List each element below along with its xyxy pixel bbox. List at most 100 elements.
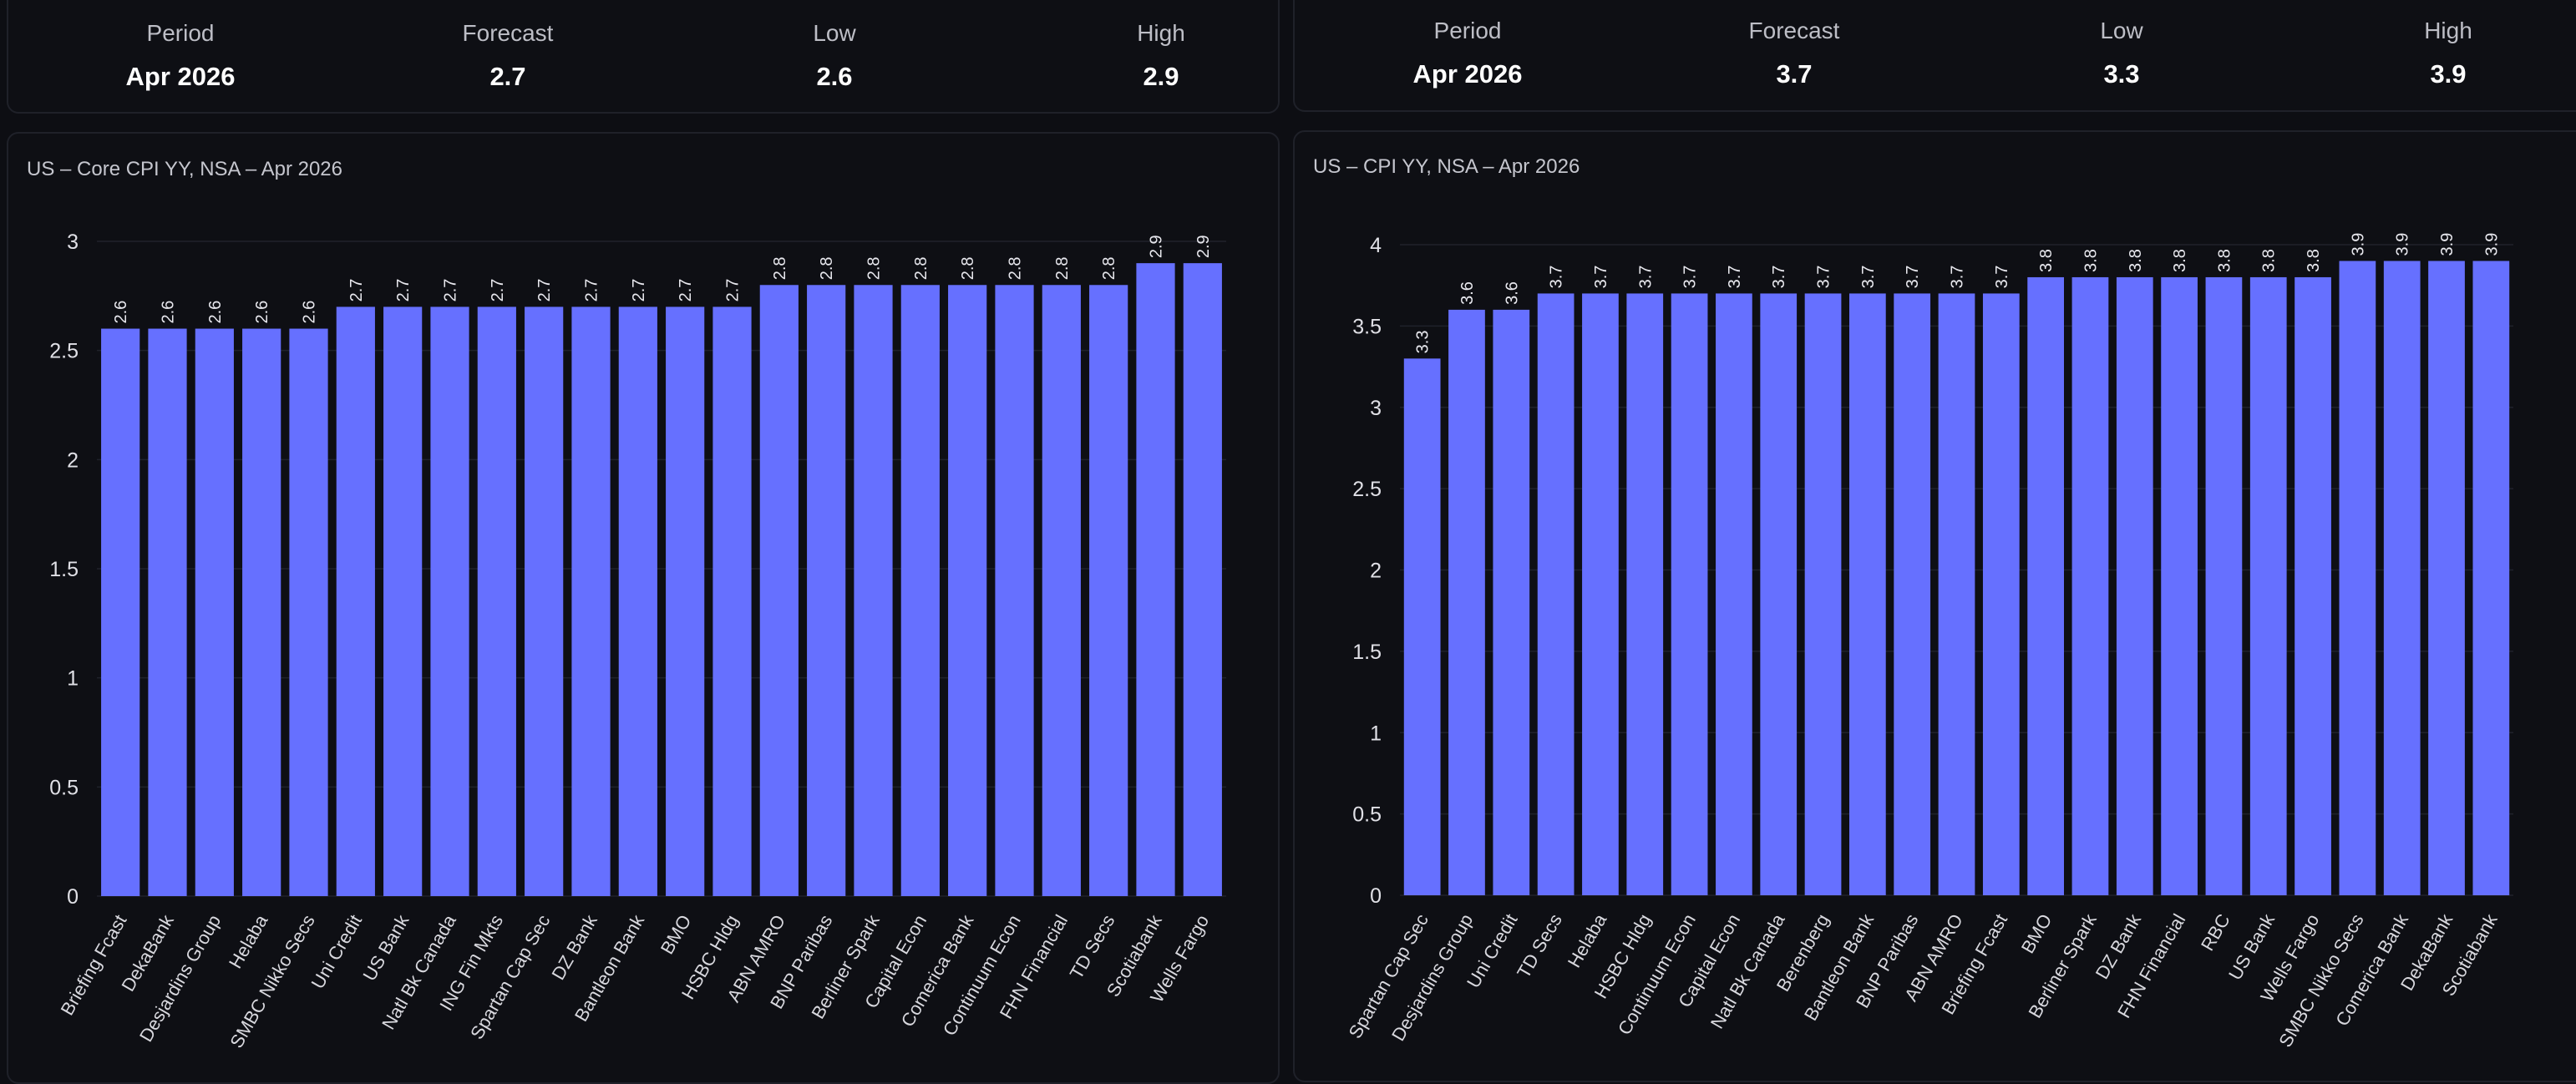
left-high-label: High [1137,20,1185,46]
left-data-label: 2.6 [301,301,319,324]
left-bar [900,285,940,896]
right-bar [1894,293,1931,895]
left-data-label: 2.8 [865,256,884,280]
right-bar [2027,276,2065,895]
left-bar [995,285,1034,896]
right-bar [2205,276,2243,895]
right-y-tick-label: 0 [1370,884,1382,908]
right-bar [1448,309,1485,895]
right-bar [2116,276,2153,895]
right-high-label: High [2424,18,2472,43]
left-data-label: 2.7 [583,279,601,302]
right-low-value: 3.3 [2103,59,2140,89]
right-category-label: Desjardins Group [1387,910,1477,1045]
left-data-label: 2.6 [206,301,225,324]
right-bar [1982,293,2020,895]
right-bar [1493,309,1530,895]
right-y-tick-label: 3 [1370,397,1382,420]
left-data-label: 2.9 [1194,235,1213,258]
right-bar [2295,276,2331,895]
right-y-tick-label: 1 [1370,722,1382,745]
right-y-tick-label: 4 [1370,234,1382,257]
left-data-label: 2.7 [394,279,413,302]
left-data-label: 2.8 [959,256,977,280]
left-summary-panel [7,0,1280,114]
right-bar [1760,293,1798,895]
right-bar [1671,293,1708,895]
left-bar [712,306,752,896]
right-bar [1403,358,1441,895]
left-data-label: 2.8 [1007,256,1025,280]
left-bar [148,328,187,896]
right-category-label: Helaba [1564,909,1611,971]
left-low-value: 2.6 [816,62,853,91]
right-bar [2071,276,2109,895]
right-y-tick-label: 2.5 [1352,478,1382,501]
right-data-label: 3.7 [1993,266,2011,289]
right-data-label: 3.8 [2305,249,2323,272]
left-data-label: 2.8 [818,256,836,280]
right-y-tick-label: 1.5 [1352,641,1382,664]
right-bar [1716,293,1752,895]
right-bar [1938,293,1975,895]
left-bar [477,306,516,896]
left-bar [1089,285,1128,896]
right-bar [2383,261,2421,896]
right-category-label: BMO [2017,910,2056,957]
left-bar [525,306,564,896]
right-data-label: 3.9 [2482,233,2501,256]
left-data-label: 2.7 [630,279,648,302]
right-period-value: Apr 2026 [1412,59,1523,89]
right-data-label: 3.7 [1949,266,1967,289]
right-data-label: 3.8 [2082,249,2100,272]
right-bar [1626,293,1664,895]
right-y-tick-label: 0.5 [1352,803,1382,827]
right-y-tick-label: 2 [1370,560,1382,583]
left-y-tick-label: 0.5 [49,776,79,799]
left-data-label: 2.8 [912,256,931,280]
right-data-label: 3.9 [2349,233,2367,256]
right-high-value: 3.9 [2430,59,2467,89]
left-low-label: Low [813,20,856,46]
left-period-value: Apr 2026 [125,62,236,91]
left-bar [289,328,328,896]
right-bar [2339,261,2376,896]
right-category-label: RBC [2197,910,2234,955]
left-bar [383,306,423,896]
right-data-label: 3.9 [2394,233,2412,256]
right-chart-title: US – CPI YY, NSA – Apr 2026 [1313,155,1580,178]
left-y-tick-label: 3 [67,230,79,254]
left-bar [1183,263,1222,897]
right-data-label: 3.3 [1414,331,1433,354]
left-data-label: 2.7 [677,279,695,302]
right-data-label: 3.8 [2215,249,2234,272]
right-data-label: 3.6 [1503,281,1521,305]
left-data-label: 2.7 [535,279,554,302]
left-y-tick-label: 0 [67,885,79,909]
left-high-value: 2.9 [1143,62,1179,91]
left-data-label: 2.6 [160,301,178,324]
left-y-tick-label: 2.5 [49,340,79,363]
left-data-label: 2.6 [253,301,271,324]
left-data-label: 2.7 [347,279,366,302]
right-bar [1537,293,1575,895]
right-bar [2249,276,2287,895]
right-data-label: 3.7 [1548,266,1566,289]
right-data-label: 3.8 [2127,249,2145,272]
left-data-label: 2.9 [1148,235,1166,258]
right-data-label: 3.8 [2037,249,2056,272]
right-bar [1582,293,1619,895]
left-bar [242,328,281,896]
right-data-label: 3.7 [1681,266,1700,289]
left-y-tick-label: 1 [67,667,79,691]
right-bar [2472,261,2510,896]
right-bar [2161,276,2198,895]
right-data-label: 3.6 [1458,281,1477,305]
right-low-label: Low [2100,18,2143,43]
left-forecast-value: 2.7 [489,62,526,91]
right-data-label: 3.7 [1904,266,1922,289]
right-period-label: Period [1433,18,1502,43]
left-data-label: 2.8 [1100,256,1118,280]
right-category-label: Spartan Cap Sec [1345,910,1433,1042]
left-forecast-label: Forecast [462,20,554,46]
